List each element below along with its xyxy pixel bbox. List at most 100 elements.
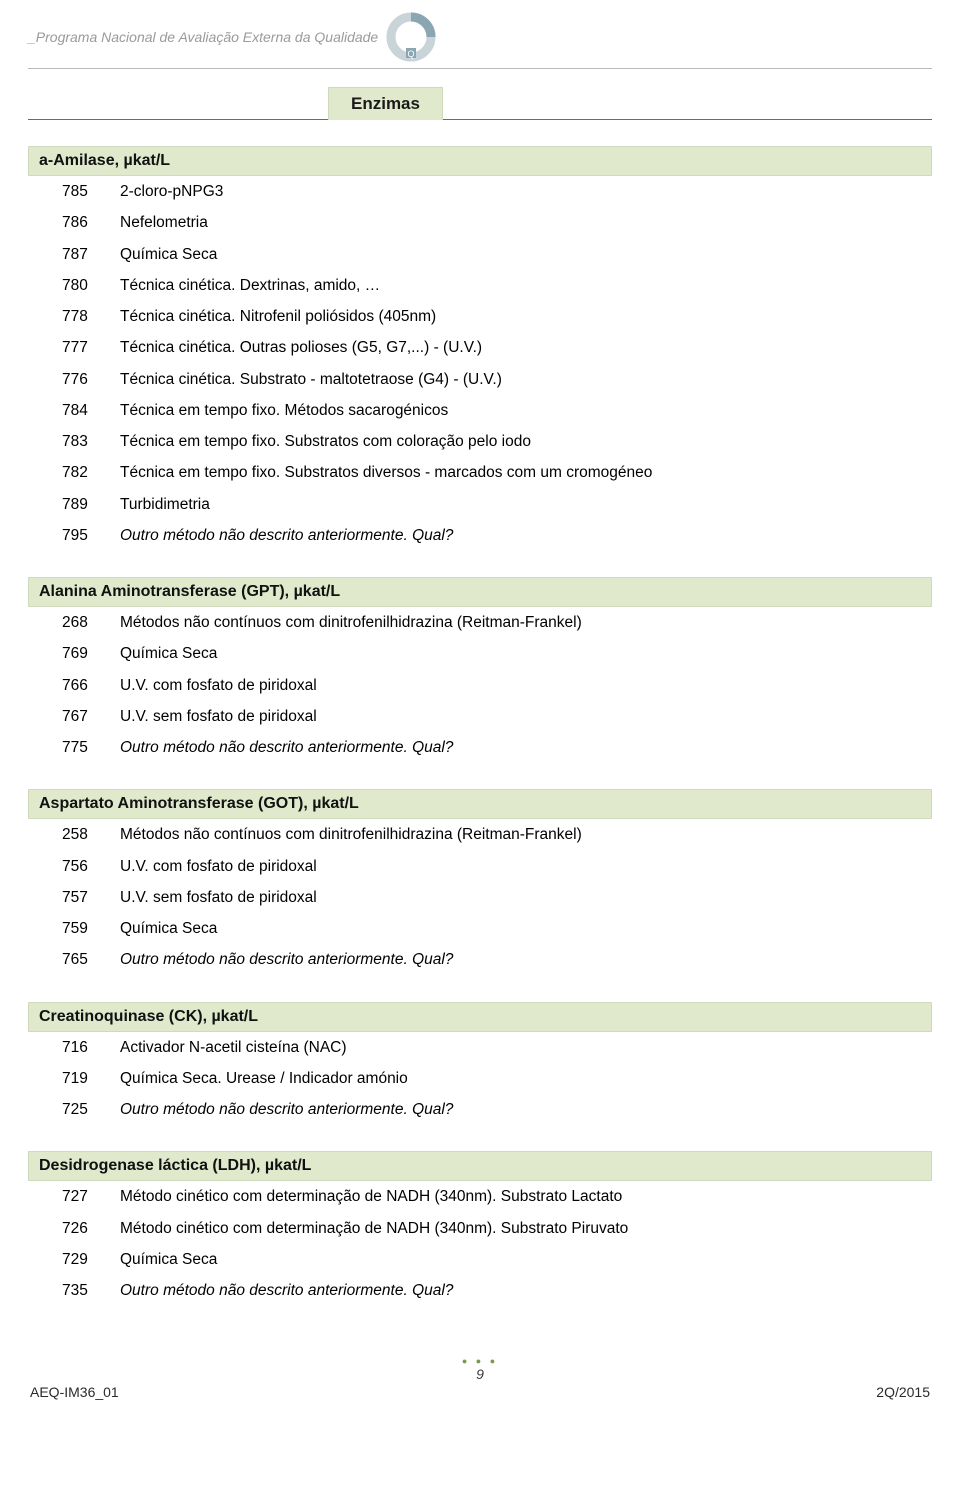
method-label: Técnica em tempo fixo. Substratos com co… (120, 430, 531, 453)
method-code: 726 (62, 1217, 120, 1240)
method-label: Química Seca (120, 642, 217, 665)
method-row: 787Química Seca (28, 239, 932, 270)
method-row: 769Química Seca (28, 638, 932, 669)
method-label: Técnica cinética. Outras polioses (G5, G… (120, 336, 482, 359)
method-row: 727Método cinético com determinação de N… (28, 1181, 932, 1212)
method-code: 778 (62, 305, 120, 328)
method-code: 775 (62, 736, 120, 759)
method-code: 776 (62, 368, 120, 391)
method-label: Outro método não descrito anteriormente.… (120, 736, 453, 759)
method-row: 716Activador N-acetil cisteína (NAC) (28, 1032, 932, 1063)
method-label: Química Seca (120, 1248, 217, 1271)
logo-icon: Q (386, 12, 436, 62)
method-label: Nefelometria (120, 211, 208, 234)
method-row: 795Outro método não descrito anteriormen… (28, 520, 932, 551)
method-code: 759 (62, 917, 120, 940)
method-row: 726Método cinético com determinação de N… (28, 1213, 932, 1244)
method-row: 780Técnica cinética. Dextrinas, amido, … (28, 270, 932, 301)
method-row: 719Química Seca. Urease / Indicador amón… (28, 1063, 932, 1094)
program-title: _Programa Nacional de Avaliação Externa … (28, 29, 378, 45)
group-header: Aspartato Aminotransferase (GOT), µkat/L (28, 789, 932, 819)
method-row: 258Métodos não contínuos com dinitrofeni… (28, 819, 932, 850)
method-row: 725Outro método não descrito anteriormen… (28, 1094, 932, 1125)
method-code: 268 (62, 611, 120, 634)
analyte-group: Alanina Aminotransferase (GPT), µkat/L26… (28, 577, 932, 763)
method-code: 258 (62, 823, 120, 846)
method-label: Outro método não descrito anteriormente.… (120, 1098, 453, 1121)
method-row: 766U.V. com fosfato de piridoxal (28, 670, 932, 701)
method-row: 789Turbidimetria (28, 489, 932, 520)
method-label: Técnica em tempo fixo. Métodos sacarogén… (120, 399, 448, 422)
method-row: 765Outro método não descrito anteriormen… (28, 944, 932, 975)
method-label: Química Seca (120, 917, 217, 940)
method-row: 268Métodos não contínuos com dinitrofeni… (28, 607, 932, 638)
footer-dots-icon: ● ● ● (28, 1356, 932, 1366)
method-row: 782Técnica em tempo fixo. Substratos div… (28, 457, 932, 488)
page-footer: ● ● ● 9 AEQ-IM36_01 2Q/2015 (28, 1356, 932, 1400)
analyte-group: Desidrogenase láctica (LDH), µkat/L727Mé… (28, 1151, 932, 1306)
svg-text:Q: Q (408, 49, 415, 59)
group-header: Alanina Aminotransferase (GPT), µkat/L (28, 577, 932, 607)
method-row: 775Outro método não descrito anteriormen… (28, 732, 932, 763)
method-code: 795 (62, 524, 120, 547)
method-label: Técnica cinética. Nitrofenil poliósidos … (120, 305, 436, 328)
method-row: 759Química Seca (28, 913, 932, 944)
method-label: Métodos não contínuos com dinitrofenilhi… (120, 823, 582, 846)
method-code: 719 (62, 1067, 120, 1090)
method-code: 789 (62, 493, 120, 516)
method-code: 766 (62, 674, 120, 697)
method-code: 767 (62, 705, 120, 728)
method-label: U.V. com fosfato de piridoxal (120, 855, 317, 878)
method-row: 783Técnica em tempo fixo. Substratos com… (28, 426, 932, 457)
section-title: Enzimas (328, 87, 443, 120)
method-code: 756 (62, 855, 120, 878)
method-row: 777Técnica cinética. Outras polioses (G5… (28, 332, 932, 363)
method-label: Outro método não descrito anteriormente.… (120, 948, 453, 971)
method-code: 784 (62, 399, 120, 422)
method-label: Outro método não descrito anteriormente.… (120, 524, 453, 547)
method-label: Técnica cinética. Dextrinas, amido, … (120, 274, 380, 297)
method-row: 735Outro método não descrito anteriormen… (28, 1275, 932, 1306)
method-label: U.V. sem fosfato de piridoxal (120, 705, 317, 728)
footer-doc-id: AEQ-IM36_01 (30, 1384, 119, 1400)
method-label: Activador N-acetil cisteína (NAC) (120, 1036, 347, 1059)
method-row: 756U.V. com fosfato de piridoxal (28, 851, 932, 882)
method-code: 716 (62, 1036, 120, 1059)
method-code: 757 (62, 886, 120, 909)
method-label: Método cinético com determinação de NADH… (120, 1217, 628, 1240)
method-code: 782 (62, 461, 120, 484)
method-label: U.V. sem fosfato de piridoxal (120, 886, 317, 909)
method-row: 778Técnica cinética. Nitrofenil poliósid… (28, 301, 932, 332)
method-row: 767U.V. sem fosfato de piridoxal (28, 701, 932, 732)
method-code: 725 (62, 1098, 120, 1121)
method-label: Técnica em tempo fixo. Substratos divers… (120, 461, 652, 484)
footer-period: 2Q/2015 (876, 1384, 930, 1400)
method-label: Química Seca. Urease / Indicador amónio (120, 1067, 408, 1090)
method-row: 7852-cloro-pNPG3 (28, 176, 932, 207)
method-row: 757U.V. sem fosfato de piridoxal (28, 882, 932, 913)
method-code: 765 (62, 948, 120, 971)
footer-page-number: 9 (28, 1366, 932, 1382)
method-row: 776Técnica cinética. Substrato - maltote… (28, 364, 932, 395)
method-row: 729Química Seca (28, 1244, 932, 1275)
analyte-group: a-Amilase, µkat/L7852-cloro-pNPG3786Nefe… (28, 146, 932, 551)
program-header: _Programa Nacional de Avaliação Externa … (28, 12, 932, 69)
method-label: 2-cloro-pNPG3 (120, 180, 223, 203)
method-code: 787 (62, 243, 120, 266)
method-code: 729 (62, 1248, 120, 1271)
method-code: 727 (62, 1185, 120, 1208)
analyte-group: Aspartato Aminotransferase (GOT), µkat/L… (28, 789, 932, 975)
method-row: 784Técnica em tempo fixo. Métodos sacaro… (28, 395, 932, 426)
method-row: 786Nefelometria (28, 207, 932, 238)
group-header: a-Amilase, µkat/L (28, 146, 932, 176)
group-header: Creatinoquinase (CK), µkat/L (28, 1002, 932, 1032)
analyte-group: Creatinoquinase (CK), µkat/L716Activador… (28, 1002, 932, 1126)
method-code: 785 (62, 180, 120, 203)
section-title-bar: Enzimas (28, 87, 932, 120)
method-code: 777 (62, 336, 120, 359)
method-label: Técnica cinética. Substrato - maltotetra… (120, 368, 502, 391)
method-code: 780 (62, 274, 120, 297)
method-code: 786 (62, 211, 120, 234)
method-code: 769 (62, 642, 120, 665)
method-label: Outro método não descrito anteriormente.… (120, 1279, 453, 1302)
